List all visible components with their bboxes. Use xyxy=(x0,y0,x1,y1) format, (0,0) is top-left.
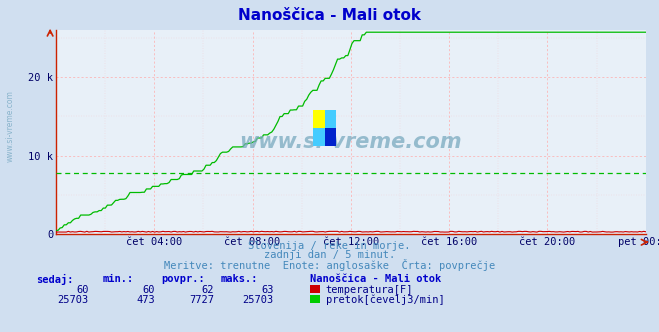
Text: 62: 62 xyxy=(202,285,214,294)
Text: min.:: min.: xyxy=(102,274,133,284)
Text: maks.:: maks.: xyxy=(221,274,258,284)
Text: Meritve: trenutne  Enote: anglosaške  Črta: povprečje: Meritve: trenutne Enote: anglosaške Črta… xyxy=(164,259,495,271)
Text: www.si-vreme.com: www.si-vreme.com xyxy=(5,90,14,162)
Text: 473: 473 xyxy=(136,295,155,305)
Text: 60: 60 xyxy=(142,285,155,294)
Text: Slovenija / reke in morje.: Slovenija / reke in morje. xyxy=(248,241,411,251)
Text: Nanoščica - Mali otok: Nanoščica - Mali otok xyxy=(238,8,421,23)
Text: Nanoščica - Mali otok: Nanoščica - Mali otok xyxy=(310,274,441,284)
Text: povpr.:: povpr.: xyxy=(161,274,205,284)
Text: sedaj:: sedaj: xyxy=(36,274,74,285)
Text: 63: 63 xyxy=(261,285,273,294)
Text: 25703: 25703 xyxy=(58,295,89,305)
Text: 7727: 7727 xyxy=(189,295,214,305)
Text: 60: 60 xyxy=(76,285,89,294)
Text: www.si-vreme.com: www.si-vreme.com xyxy=(240,132,462,152)
Text: pretok[čevelj3/min]: pretok[čevelj3/min] xyxy=(326,295,444,305)
Text: 25703: 25703 xyxy=(243,295,273,305)
Text: temperatura[F]: temperatura[F] xyxy=(326,285,413,294)
Text: zadnji dan / 5 minut.: zadnji dan / 5 minut. xyxy=(264,250,395,260)
